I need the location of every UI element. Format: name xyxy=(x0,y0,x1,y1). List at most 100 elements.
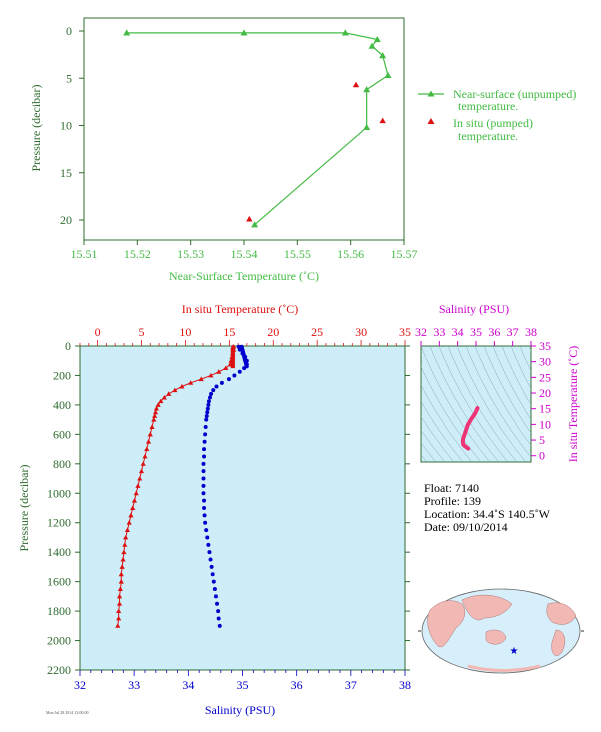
temperature-profile-point xyxy=(179,383,185,389)
salinity-profile-point xyxy=(215,601,220,606)
pressure-tick-label: 400 xyxy=(53,398,71,412)
x-tick-label: 15.54 xyxy=(231,247,258,261)
salinity-profile-point xyxy=(206,542,211,547)
temperature-profile-point xyxy=(216,369,222,374)
temperature-profile-point xyxy=(133,490,139,496)
ts-salinity-tick-label: 33 xyxy=(433,325,445,339)
map-land-africa-europe xyxy=(427,600,466,648)
ts-temperature-tick-label: 35 xyxy=(539,339,551,353)
near-surface-point xyxy=(363,123,371,131)
salinity-profile-point xyxy=(203,432,208,437)
density-contour xyxy=(421,366,482,462)
temperature-tick-label: 0 xyxy=(95,325,101,339)
profile-axis-ticks: 0 5 10 15 20 25 30 35 32 33 34 35 36 37 38 0 200 400 600 80… xyxy=(47,325,411,692)
in-situ-point xyxy=(246,215,253,222)
pressure-tick-label: 200 xyxy=(53,368,71,382)
temperature-profile-point xyxy=(172,387,178,393)
temperature-profile-point xyxy=(126,520,132,525)
salinity-profile-point xyxy=(205,406,210,411)
temperature-profile-point xyxy=(208,372,214,378)
y-tick-label: 20 xyxy=(60,213,72,227)
pressure-tick-label: 1600 xyxy=(47,575,71,589)
salinity-profile-point xyxy=(213,594,218,599)
temperature-tick-label: 25 xyxy=(311,325,323,339)
salinity-tick-label: 34 xyxy=(182,678,194,692)
temperature-profile-point xyxy=(116,608,122,614)
x-tick-label: 15.52 xyxy=(124,247,151,261)
y-tick-label: 15 xyxy=(60,166,72,180)
density-contour xyxy=(438,346,509,462)
salinity-profile-point xyxy=(207,550,212,555)
y-tick-label: 10 xyxy=(60,119,72,133)
salinity-profile-point xyxy=(244,364,249,369)
salinity-profile-point xyxy=(211,388,216,393)
ts-density-contours xyxy=(421,346,531,462)
temperature-tick-label: 15 xyxy=(223,325,235,339)
ts-temperature-tick-label: 15 xyxy=(539,402,551,416)
temperature-tick-label: 20 xyxy=(267,325,279,339)
x-tick-label: 15.56 xyxy=(337,247,364,261)
salinity-profile-point xyxy=(203,520,208,525)
float-number: Float: 7140 xyxy=(424,481,479,495)
density-contour xyxy=(456,346,527,462)
salinity-tick-label: 38 xyxy=(399,678,411,692)
temperature-tick-label: 5 xyxy=(138,325,144,339)
temperature-profile-point xyxy=(117,586,124,591)
salinity-profile-point xyxy=(206,399,211,404)
salinity-profile-point xyxy=(204,413,209,418)
salinity-profile-point xyxy=(212,587,217,591)
temperature-profile-point xyxy=(153,405,160,411)
ts-salinity-tick-label: 36 xyxy=(488,325,500,339)
temperature-profile-point xyxy=(128,512,134,518)
temperature-profile-point xyxy=(155,402,161,407)
pressure-tick-label: 2200 xyxy=(47,663,71,677)
ts-temperature-tick-label: 25 xyxy=(539,370,551,384)
temperature-profile-point xyxy=(115,623,121,628)
location-map: ★ xyxy=(418,588,584,674)
temperature-profile-point xyxy=(137,475,143,481)
temperature-profile-point xyxy=(116,615,122,621)
in-situ-point xyxy=(352,81,360,88)
pressure-tick-label: 600 xyxy=(53,427,71,441)
salinity-profile-point xyxy=(209,391,214,396)
near-surface-point xyxy=(240,29,248,36)
profile-temperature-axis-label: In situ Temperature (˚C) xyxy=(182,302,299,316)
map-land-asia xyxy=(461,594,513,621)
salinity-profile-point xyxy=(208,395,212,400)
profile-plot-frame xyxy=(79,345,406,671)
salinity-profile-point xyxy=(237,369,242,374)
ts-temperature-tick-label: 5 xyxy=(539,433,545,447)
temperature-profile-point xyxy=(161,394,167,400)
density-contour xyxy=(429,346,500,462)
temperature-profile-point xyxy=(135,483,141,488)
salinity-profile-point xyxy=(201,469,206,474)
near-surface-point xyxy=(251,221,259,228)
salinity-profile-point xyxy=(216,616,221,621)
near-surface-y-axis-label: Pressure (decibar) xyxy=(29,85,43,172)
temperature-profile-point xyxy=(230,363,236,369)
salinity-profile-point xyxy=(232,373,237,378)
salinity-tick-label: 32 xyxy=(74,678,86,692)
salinity-profile-point xyxy=(202,513,207,518)
salinity-profile-point xyxy=(202,454,207,459)
salinity-profile-point xyxy=(211,579,216,584)
map-float-location-marker: ★ xyxy=(510,646,519,657)
temperature-profile-point xyxy=(149,424,155,429)
pressure-tick-label: 1800 xyxy=(47,604,71,618)
density-contour xyxy=(528,346,531,352)
float-info: Float: 7140 Profile: 139 Location: 34.4˚… xyxy=(424,481,551,534)
legend-marker-in-situ xyxy=(427,118,435,124)
temperature-profile-point xyxy=(119,564,125,569)
temperature-profile-point xyxy=(151,417,157,422)
profile-series xyxy=(115,344,249,628)
ts-temperature-tick-label: 0 xyxy=(539,449,545,463)
near-surface-point xyxy=(373,36,381,43)
salinity-profile-point xyxy=(206,402,211,407)
salinity-profile-point xyxy=(201,476,206,481)
near-surface-point xyxy=(368,42,376,49)
x-tick-label: 15.55 xyxy=(284,247,311,261)
temperature-tick-label: 35 xyxy=(399,325,411,339)
temperature-profile-point xyxy=(158,398,164,404)
